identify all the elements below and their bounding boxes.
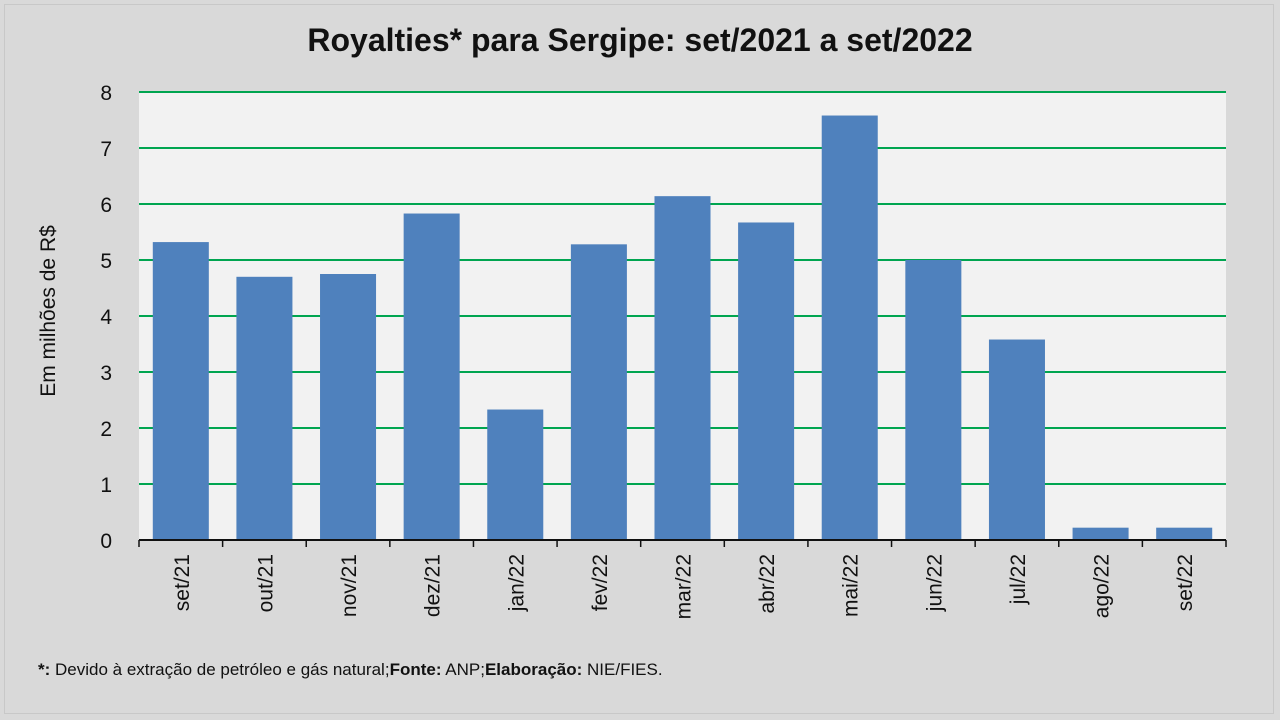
source-text: ANP;	[441, 660, 485, 679]
x-tick-label: ago/22	[1091, 554, 1114, 618]
bar-jul-22	[988, 339, 1045, 540]
source-label: Fonte:	[389, 660, 442, 679]
bar-abr-22	[738, 222, 795, 541]
footnote: *: Devido à extração de petróleo e gás n…	[38, 660, 663, 680]
x-tick-label: out/21	[254, 554, 277, 612]
bar-set-21	[152, 242, 209, 540]
x-tick-label: jan/22	[505, 554, 528, 612]
x-tick-label: jul/22	[1007, 554, 1030, 605]
bar-nov-21	[320, 274, 377, 540]
x-tick-label: mar/22	[673, 554, 696, 619]
x-tick-label: nov/21	[338, 554, 361, 617]
bar-jan-22	[487, 409, 544, 540]
author-text: NIE/FIES.	[582, 660, 663, 679]
footnote-text: Devido à extração de petróleo e gás natu…	[50, 660, 390, 679]
x-axis-labels: set/21 out/21 nov/21 dez/21 jan/22 fev/22 mar/…	[171, 554, 1197, 619]
bar-ago-22	[1072, 527, 1129, 540]
chart-title: Royalties* para Sergipe: set/2021 a set/…	[307, 22, 973, 58]
bar-out-21	[236, 276, 293, 540]
x-tick-label: fev/22	[589, 554, 612, 611]
bar-fev-22	[570, 244, 627, 540]
y-tick-label: 6	[100, 194, 112, 217]
y-axis-title: Em milhões de R$	[37, 225, 60, 397]
y-tick-label: 0	[100, 530, 112, 553]
footnote-mark: *:	[38, 660, 51, 679]
author-label: Elaboração:	[484, 660, 583, 679]
bars	[152, 115, 1213, 541]
y-tick-label: 2	[100, 418, 112, 441]
bar-jun-22	[905, 260, 962, 540]
x-tick-label: set/22	[1174, 554, 1197, 611]
bar-dez-21	[403, 213, 460, 540]
x-tick-label: mai/22	[840, 554, 863, 617]
bar-mar-22	[654, 196, 711, 540]
bar-mai-22	[821, 115, 878, 541]
bar-set-22	[1156, 527, 1213, 540]
x-tick-label: abr/22	[756, 554, 779, 614]
y-tick-label: 8	[100, 82, 112, 105]
y-tick-label: 7	[100, 138, 112, 161]
y-tick-label: 4	[100, 306, 112, 329]
x-axis-ticks	[138, 540, 1227, 547]
y-tick-label: 3	[100, 362, 112, 385]
x-tick-label: set/21	[171, 554, 194, 611]
y-tick-label: 5	[100, 250, 112, 273]
y-axis-ticks: 0 1 2 3 4 5 6 7 8	[100, 82, 112, 553]
x-tick-label: jun/22	[923, 554, 946, 612]
y-tick-label: 1	[100, 474, 112, 497]
x-tick-label: dez/21	[422, 554, 445, 617]
